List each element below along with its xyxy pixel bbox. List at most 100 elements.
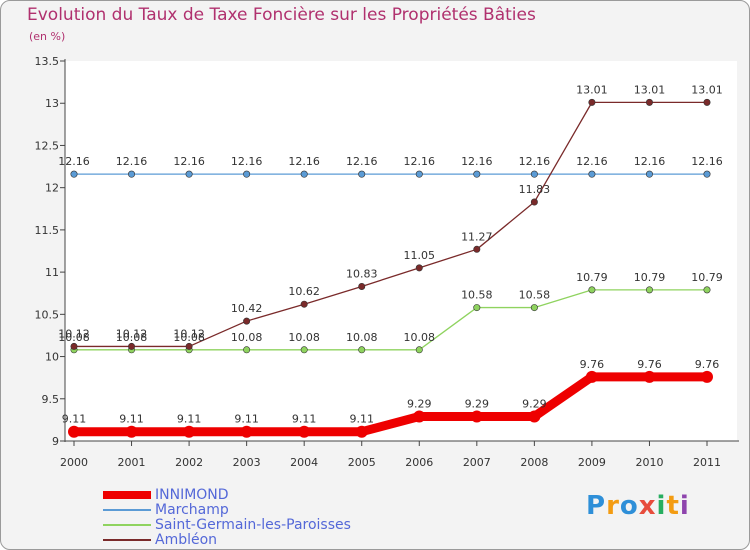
data-point [185, 342, 193, 350]
data-label: 10.79 [691, 271, 723, 284]
data-point [703, 98, 711, 106]
data-point [415, 264, 423, 272]
data-point [185, 170, 193, 178]
logo-letter: r [606, 491, 620, 521]
legend: INNIMOND Marchamp Saint-Germain-les-Paro… [103, 486, 351, 548]
data-point [243, 170, 251, 178]
data-label: 9.29 [465, 398, 490, 411]
legend-label-ambleon: Ambléon [155, 531, 218, 548]
x-tick-label: 2001 [118, 456, 146, 469]
legend-item-saint-germain: Saint-Germain-les-Paroisses [103, 516, 351, 533]
x-tick-label: 2000 [60, 456, 88, 469]
data-label: 12.16 [461, 155, 493, 168]
data-point [645, 98, 653, 106]
data-label: 10.08 [346, 331, 378, 344]
data-point [298, 425, 311, 438]
legend-swatch-innimond [103, 490, 151, 499]
data-label: 10.08 [173, 331, 205, 344]
legend-swatch-marchamp [103, 508, 151, 511]
legend-label-marchamp: Marchamp [155, 501, 229, 518]
data-label: 10.08 [288, 331, 320, 344]
data-point [415, 170, 423, 178]
y-tick-label: 12.5 [35, 139, 60, 152]
data-label: 10.12 [116, 327, 148, 340]
data-point [413, 410, 426, 423]
data-label: 9.11 [234, 413, 259, 426]
data-label: 9.76 [695, 358, 720, 371]
data-point [645, 286, 653, 294]
data-label: 10.08 [231, 331, 263, 344]
data-point [300, 346, 308, 354]
data-label: 12.16 [173, 155, 205, 168]
legend-swatch-saint-germain [103, 523, 151, 526]
series-line-ambl-on [73, 101, 708, 348]
y-tick-label: 10.5 [35, 308, 60, 321]
data-point [125, 425, 138, 438]
data-label: 10.79 [576, 271, 608, 284]
y-tick-label: 9.5 [42, 393, 60, 406]
data-point [128, 170, 136, 178]
data-label: 12.16 [634, 155, 666, 168]
legend-item-ambleon: Ambléon [103, 531, 351, 548]
logo-letter: i [679, 491, 690, 521]
data-point [68, 425, 80, 438]
y-tick-label: 11 [45, 266, 59, 279]
data-point [473, 245, 481, 253]
data-point [530, 170, 538, 178]
y-tick-label: 9 [52, 435, 59, 448]
x-tick-label: 2010 [635, 456, 663, 469]
logo-letter: i [656, 491, 667, 521]
data-point [300, 300, 308, 308]
data-label: 10.58 [461, 289, 493, 302]
data-label: 10.08 [404, 331, 436, 344]
data-label: 13.01 [691, 83, 723, 96]
data-label: 13.01 [576, 83, 608, 96]
data-label: 11.83 [519, 183, 551, 196]
data-label: 11.27 [461, 230, 493, 243]
data-label: 10.79 [634, 271, 666, 284]
data-label: 12.16 [231, 155, 263, 168]
data-point [243, 346, 251, 354]
y-tick-label: 13 [45, 97, 59, 110]
legend-label-saint-germain: Saint-Germain-les-Paroisses [155, 516, 351, 533]
data-label: 10.08 [116, 331, 148, 344]
data-label: 9.11 [349, 413, 374, 426]
data-point [530, 304, 538, 312]
data-label: 10.08 [58, 331, 90, 344]
x-tick-label: 2005 [348, 456, 376, 469]
x-tick-label: 2007 [463, 456, 491, 469]
legend-label-innimond: INNIMOND [155, 486, 229, 503]
data-point [703, 286, 711, 294]
legend-swatch-ambleon [103, 538, 151, 541]
data-label: 10.42 [231, 302, 263, 315]
data-point [701, 370, 713, 383]
data-point [585, 370, 598, 383]
x-tick-label: 2011 [693, 456, 721, 469]
data-label: 12.16 [288, 155, 320, 168]
data-point [530, 198, 538, 206]
logo-letter: t [666, 491, 680, 521]
data-label: 10.83 [346, 267, 378, 280]
data-point [358, 170, 366, 178]
x-tick-label: 2004 [290, 456, 318, 469]
data-label: 12.16 [116, 155, 148, 168]
data-point [645, 170, 653, 178]
data-point [183, 425, 196, 438]
y-tick-label: 13.5 [35, 55, 60, 68]
data-point [473, 304, 481, 312]
legend-item-innimond: INNIMOND [103, 486, 351, 503]
data-label: 12.16 [576, 155, 608, 168]
chart-subtitle: (en %) [29, 30, 66, 43]
y-tick-label: 11.5 [35, 224, 60, 237]
x-tick-label: 2006 [405, 456, 433, 469]
data-label: 9.11 [177, 413, 202, 426]
data-label: 12.16 [404, 155, 436, 168]
data-label: 11.05 [404, 249, 436, 262]
data-label: 13.01 [634, 83, 666, 96]
data-label: 12.16 [58, 155, 90, 168]
data-label: 10.12 [173, 327, 205, 340]
logo-letter: o [619, 491, 639, 521]
data-point [70, 170, 78, 178]
